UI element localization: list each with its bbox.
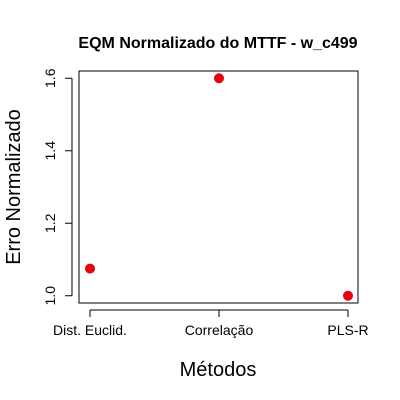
x-tick-label: Correlação <box>185 322 254 338</box>
y-tick-label: 1.4 <box>42 141 58 161</box>
plot-frame <box>78 70 359 304</box>
y-axis-title: Erro Normalizado <box>3 109 25 265</box>
y-tick-label: 1.2 <box>42 213 58 233</box>
data-points <box>85 73 353 301</box>
data-point <box>343 290 353 301</box>
data-point <box>85 263 95 274</box>
x-tick-label: Dist. Euclid. <box>53 322 127 338</box>
chart-title: EQM Normalizado do MTTF - w_c499 <box>78 35 357 52</box>
y-tick-label: 1.6 <box>42 68 58 88</box>
y-tick-label: 1.0 <box>42 286 58 306</box>
x-axis: Dist. Euclid. Correlação PLS-R <box>53 309 369 338</box>
x-tick-label: PLS-R <box>327 322 368 338</box>
x-axis-title: Métodos <box>180 359 257 381</box>
y-axis: 1.0 1.2 1.4 1.6 <box>42 68 73 306</box>
data-point <box>214 73 224 84</box>
